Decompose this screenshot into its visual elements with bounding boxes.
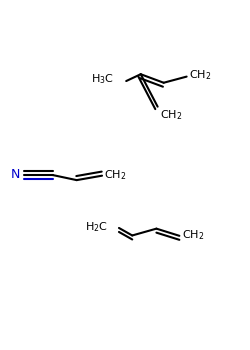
Text: CH$_2$: CH$_2$	[182, 228, 204, 242]
Text: CH$_2$: CH$_2$	[160, 108, 182, 122]
Text: H$_3$C: H$_3$C	[91, 72, 114, 86]
Text: CH$_2$: CH$_2$	[189, 69, 212, 83]
Text: N: N	[11, 168, 20, 182]
Text: H$_2$C: H$_2$C	[85, 220, 108, 234]
Text: CH$_2$: CH$_2$	[104, 168, 127, 182]
